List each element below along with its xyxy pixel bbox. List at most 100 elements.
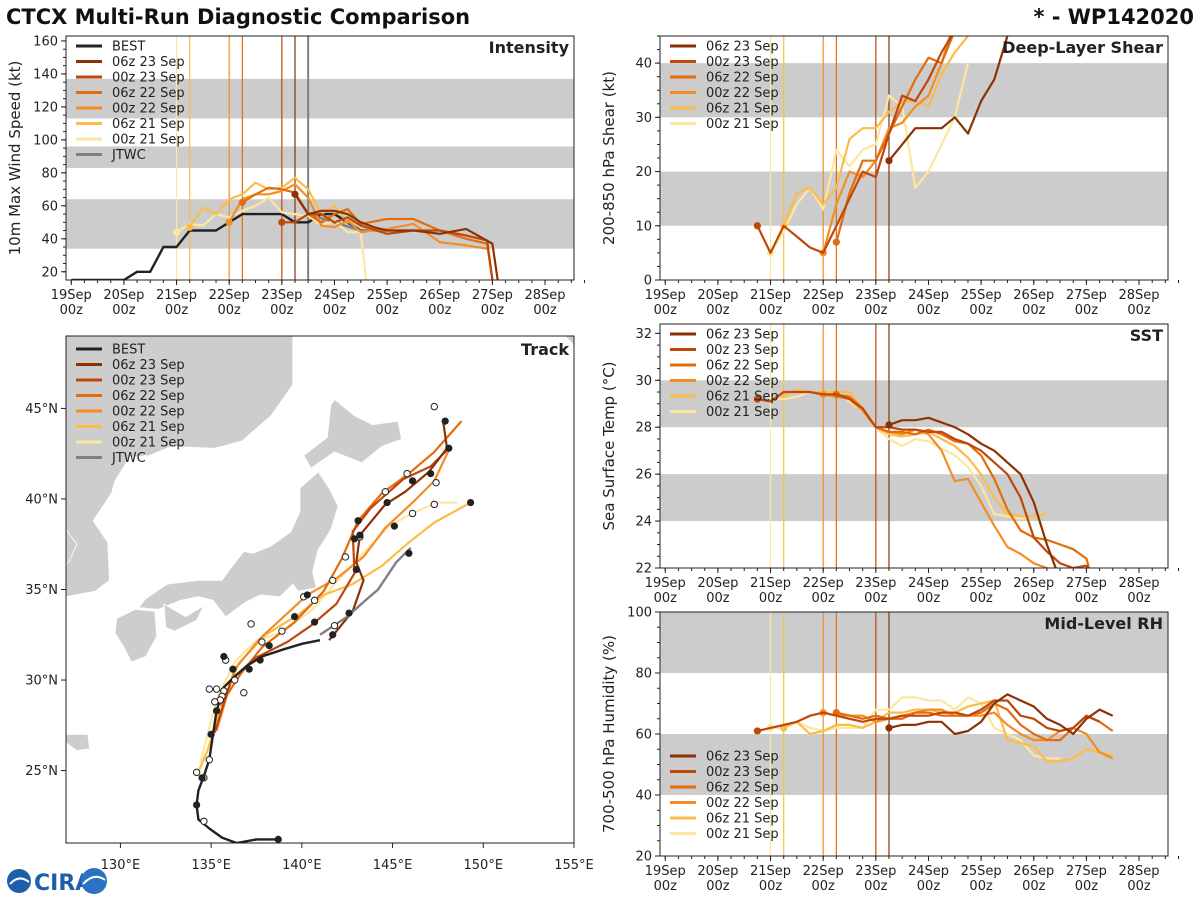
track-jtwc-line: [319, 547, 412, 636]
track-filled-marker-13: [356, 531, 364, 539]
rh-ylabel: 700-500 hPa Humidity (%): [600, 635, 618, 833]
track-series-2: [219, 420, 463, 706]
track-legend-label-5: 06z 21 Sep: [112, 420, 185, 435]
rh-xtick-sub-7: 00z: [1022, 879, 1046, 894]
sst-ylabel: Sea Surface Temp (°C): [600, 361, 618, 530]
track-ytick-label-0: 25°N: [25, 764, 58, 779]
track-panel: 130°E 135°E 140°E 145°E 150°E 155°E 25°N 30°N 35…: [25, 335, 594, 873]
track-filled-marker-16: [408, 477, 417, 485]
sst-ytick-label-1: 24: [635, 515, 652, 530]
track-filled-marker-9: [329, 631, 337, 639]
sst-xtick-label-0: 19Sep: [645, 576, 686, 591]
intensity-panel: 2040608010012014016019Sep00z20Sep00z21Se…: [6, 34, 586, 318]
track-open-marker-2: [430, 500, 438, 509]
track-xtick-label-5: 155°E: [554, 858, 594, 873]
track-ytick-label-1: 30°N: [25, 674, 58, 689]
track-xtick-label-3: 145°E: [373, 858, 413, 873]
track-series-0: [328, 422, 449, 641]
intensity-title: Intensity: [489, 38, 570, 57]
shear-series-5: [769, 62, 970, 254]
track-filled-marker-5: [229, 665, 237, 673]
shear-series-0: [888, 36, 1009, 162]
sst-xtick-sub-0: 00z: [654, 591, 678, 606]
track-xtick-label-1: 135°E: [191, 858, 231, 873]
intensity-xtick-sub-7: 00z: [428, 303, 452, 318]
shear-plot-area: [660, 36, 1168, 280]
track-ytick-label-4: 45°N: [25, 402, 58, 417]
intensity-legend-label-4: 00z 22 Sep: [112, 102, 185, 117]
intensity-xtick-label-6: 25Sep: [367, 288, 408, 303]
rh-legend-label-0: 06z 23 Sep: [706, 750, 779, 765]
sst-ytick-label-4: 30: [635, 374, 652, 389]
shear-ytick-label-3: 30: [635, 111, 652, 126]
shear-xtick-sub-6: 00z: [969, 303, 993, 318]
rh-xtick-sub-6: 00z: [969, 879, 993, 894]
track-open-marker-0: [430, 402, 438, 411]
track-filled-marker-8: [310, 618, 319, 626]
sst-xtick-sub-3: 00z: [812, 591, 836, 606]
intensity-xtick-label-1: 20Sep: [103, 288, 144, 303]
shear-xtick-sub-3: 00z: [812, 303, 836, 318]
sst-xtick-sub-7: 00z: [1022, 591, 1046, 606]
intensity-xtick-sub-0: 00z: [60, 303, 84, 318]
track-filled-marker-0: [274, 835, 282, 843]
track-legend-label-6: 00z 21 Sep: [112, 436, 185, 451]
shear-xtick-label-1: 20Sep: [697, 288, 738, 303]
intensity-legend-label-7: JTWC: [111, 148, 146, 163]
track-ytick-label-2: 35°N: [25, 583, 58, 598]
shear-legend-label-0: 06z 23 Sep: [706, 40, 779, 55]
track-filled-marker-22: [354, 517, 362, 525]
sst-panel: 22242628303219Sep00z20Sep00z21Sep00z22Se…: [600, 323, 1180, 606]
track-filled-marker-10: [345, 609, 353, 617]
rh-xtick-sub-8: 00z: [1075, 879, 1099, 894]
track-open-marker-10: [310, 596, 319, 605]
shear-ylabel: 200-850 hPa Shear (kt): [600, 71, 618, 245]
sst-xtick-label-2: 21Sep: [750, 576, 791, 591]
sst-legend-label-2: 06z 22 Sep: [706, 359, 779, 374]
track-filled-marker-19: [441, 417, 449, 425]
sst-xtick-sub-2: 00z: [759, 591, 783, 606]
track-xtick-label-2: 140°E: [282, 858, 322, 873]
sst-legend-label-3: 00z 22 Sep: [706, 374, 779, 389]
rh-xtick-label-2: 21Sep: [750, 864, 791, 879]
sst-ytick-label-2: 26: [635, 468, 652, 483]
rh-xtick-sub-9: 00z: [1127, 879, 1151, 894]
land-7: [564, 336, 574, 346]
sst-title: SST: [1130, 326, 1163, 345]
sst-legend-label-0: 06z 23 Sep: [706, 328, 779, 343]
intensity-series-4: [188, 176, 375, 234]
rh-ytick-label-3: 80: [635, 667, 652, 682]
rh-xtick-label-9: 28Sep: [1119, 864, 1160, 879]
rh-plot-area: [660, 612, 1168, 856]
intensity-plot-area: [66, 36, 574, 280]
intensity-ytick-label-7: 160: [33, 34, 58, 49]
shear-legend-label-2: 06z 22 Sep: [706, 71, 779, 86]
rh-xtick-label-4: 23Sep: [855, 864, 896, 879]
shear-xtick-sub-9: 00z: [1127, 303, 1151, 318]
sst-plot-area: [660, 324, 1168, 568]
rh-ytick-label-0: 20: [635, 850, 652, 865]
cira-logo: CIRA: [7, 868, 107, 896]
rh-ytick-label-1: 40: [635, 789, 652, 804]
intensity-xtick-label-9: 28Sep: [525, 288, 566, 303]
rh-legend-label-1: 00z 23 Sep: [706, 765, 779, 780]
intensity-series-start-3: [225, 218, 233, 226]
track-open-marker-9: [330, 622, 339, 630]
shear-xtick-label-4: 23Sep: [855, 288, 896, 303]
sst-xtick-label-6: 25Sep: [961, 576, 1002, 591]
intensity-xtick-sub-2: 00z: [165, 303, 189, 318]
rh-xtick-label-5: 24Sep: [908, 864, 949, 879]
rh-xtick-label-7: 26Sep: [1013, 864, 1054, 879]
track-filled-marker-23: [303, 591, 311, 599]
sst-xtick-label-8: 27Sep: [1066, 576, 1107, 591]
rh-series-start-1: [753, 727, 761, 735]
rh-panel: 2040608010019Sep00z20Sep00z21Sep00z22Sep…: [600, 606, 1180, 894]
sst-xtick-sub-6: 00z: [969, 591, 993, 606]
rh-legend-label-5: 00z 21 Sep: [706, 827, 779, 842]
track-open-marker-14: [247, 620, 255, 628]
shear-xtick-sub-1: 00z: [706, 303, 730, 318]
intensity-xtick-sub-1: 00z: [112, 303, 136, 318]
